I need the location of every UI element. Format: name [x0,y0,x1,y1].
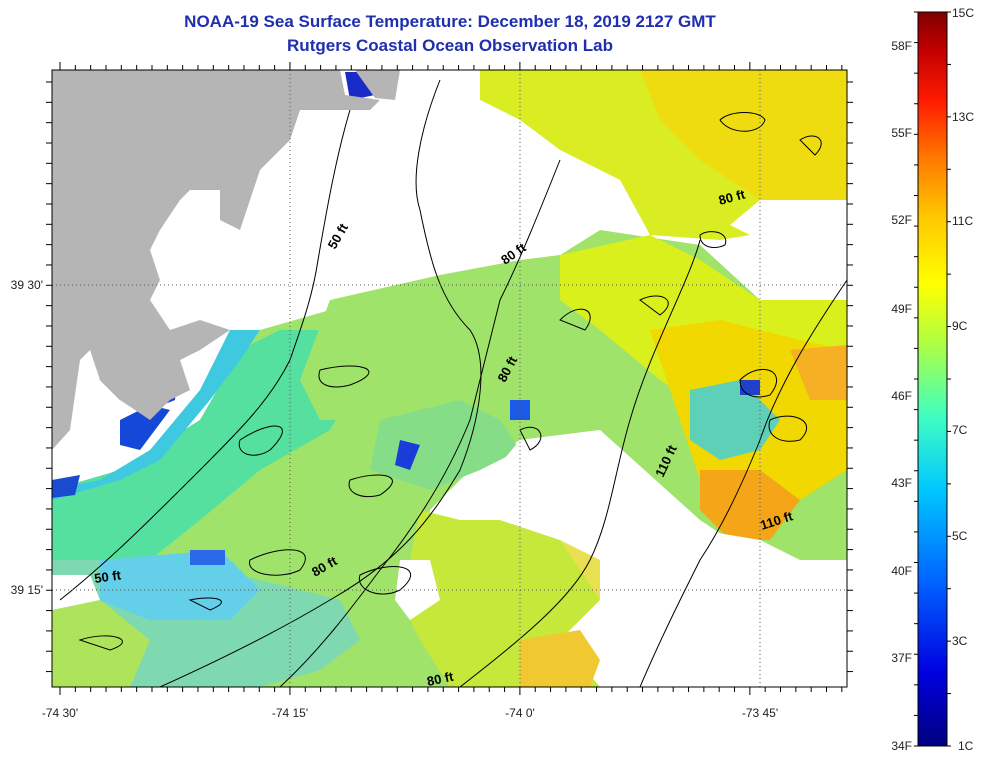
cloud-mask [52,70,847,687]
plot-frame [51,69,848,688]
sst-field [52,70,847,687]
colorbar-f-label: 49F [891,302,912,316]
colorbar-f-label: 40F [891,564,912,578]
y-tick-label: 39 30' [11,278,43,292]
colorbar-f-label: 52F [891,213,912,227]
colorbar-c-label: 1C [958,739,974,753]
colorbar-c-label: 15C [952,6,974,20]
contour-label: 50 ft [93,567,122,586]
colorbar-f-label: 43F [891,476,912,490]
x-tick-label: -73 45' [742,706,778,720]
colorbar-f-label: 34F [891,739,912,753]
land-mass [52,70,380,450]
colorbar-c-label: 9C [952,319,968,333]
colorbar-gradient [917,11,948,747]
x-axis-labels: -74 30' -74 15' -74 0' -73 45' [42,706,778,720]
graticule [52,70,847,687]
axis-ticks [46,62,853,695]
colorbar-c-label: 13C [952,110,974,124]
x-tick-label: -74 30' [42,706,78,720]
map-subtitle: Rutgers Coastal Ocean Observation Lab [287,36,613,55]
x-tick-label: -74 0' [505,706,535,720]
colorbar-c-label: 3C [952,634,968,648]
land-mass-north [355,70,400,100]
bathymetry-contours [59,79,847,687]
colorbar-f-label: 37F [891,651,912,665]
contour-label: 80 ft [717,186,747,208]
contour-label: 80 ft [426,669,456,689]
colorbar: 15C 13C 11C 9C 7C 5C 3C 1C 58F 55F 52F 4… [891,6,974,753]
x-tick-label: -74 15' [272,706,308,720]
colorbar-f-label: 58F [891,39,912,53]
map-title: NOAA-19 Sea Surface Temperature: Decembe… [184,12,716,31]
y-axis-labels: 39 30' 39 15' [11,278,43,597]
colorbar-f-label: 55F [891,126,912,140]
colorbar-f-label: 46F [891,389,912,403]
y-tick-label: 39 15' [11,583,43,597]
colorbar-c-label: 11C [952,214,973,228]
colorbar-c-label: 5C [952,529,968,543]
colorbar-c-label: 7C [952,423,968,437]
